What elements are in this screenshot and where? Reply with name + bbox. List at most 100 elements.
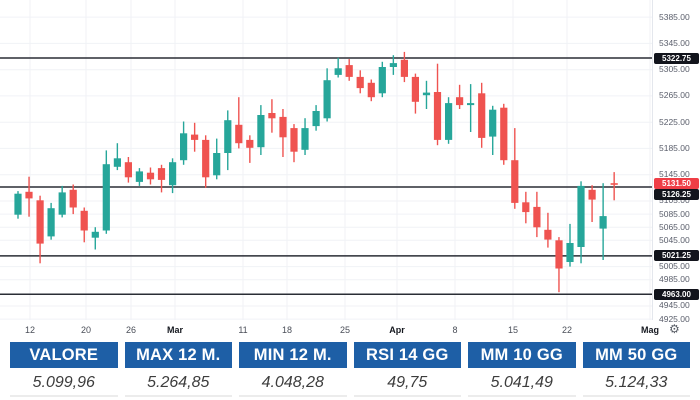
last-price-badge: 5131.50 xyxy=(654,178,699,190)
candle-body xyxy=(411,76,419,102)
candle-body xyxy=(456,97,464,106)
table-header-max12m: MAX 12 M. xyxy=(124,342,232,368)
candle-body xyxy=(47,208,55,237)
candle-body xyxy=(14,193,22,215)
candle-body xyxy=(367,82,375,98)
time-tick-label: 20 xyxy=(80,325,92,335)
candle-body xyxy=(169,162,177,186)
candle-body xyxy=(533,206,541,228)
price-tick-label: 5065.00 xyxy=(659,221,690,232)
time-tick-label: 22 xyxy=(561,325,573,335)
time-tick-label: 8 xyxy=(452,325,458,335)
time-tick-label: 12 xyxy=(24,325,36,335)
candle-body xyxy=(433,92,442,140)
candle-body xyxy=(58,192,66,215)
time-tick-label: 11 xyxy=(238,325,248,335)
price-level-badge: 5126.25 xyxy=(654,189,699,201)
table-value-max12m: 5.264,85 xyxy=(124,371,232,397)
price-tick-label: 4925.00 xyxy=(659,313,690,324)
candle-body xyxy=(500,107,508,161)
table-value-mm50gg: 5.124,33 xyxy=(582,371,690,397)
price-level-badge: 4963.00 xyxy=(654,288,699,300)
price-tick-label: 5005.00 xyxy=(659,261,690,272)
table-header-mm10gg: MM 10 GG xyxy=(468,342,576,368)
time-tick-label: 18 xyxy=(281,325,293,335)
table-value-min12m: 4.048,28 xyxy=(239,371,347,397)
stats-table: VALORE MAX 12 M. MIN 12 M. RSI 14 GG MM … xyxy=(0,342,700,400)
price-tick-label: 5225.00 xyxy=(659,116,690,127)
candle-body xyxy=(467,103,475,106)
settings-gear-icon[interactable]: ⚙ xyxy=(669,322,680,336)
candle-body xyxy=(422,92,431,96)
candle-body xyxy=(202,139,210,178)
candle-body xyxy=(389,63,397,67)
time-tick-label: Mar xyxy=(166,325,184,335)
candle-body xyxy=(577,185,585,247)
candle-body xyxy=(36,200,44,244)
candle-body xyxy=(323,80,331,119)
price-level-badge: 5021.25 xyxy=(654,250,699,262)
candle-body xyxy=(599,216,607,229)
price-tick-label: 5305.00 xyxy=(659,64,690,75)
time-tick-label: 26 xyxy=(125,325,137,335)
candle-body xyxy=(224,120,232,153)
table-header-rsi14gg: RSI 14 GG xyxy=(353,342,461,368)
price-tick-label: 5265.00 xyxy=(659,90,690,101)
candle-body xyxy=(268,113,276,119)
candle-body xyxy=(69,189,77,208)
time-tick-label: 25 xyxy=(339,325,351,335)
candle-body xyxy=(257,115,265,148)
price-tick-label: 5085.00 xyxy=(659,208,690,219)
price-tick-label: 5385.00 xyxy=(659,11,690,22)
candle-body xyxy=(25,191,33,199)
candle-body xyxy=(511,160,519,203)
candle-body xyxy=(400,59,408,77)
candle-body xyxy=(157,168,166,180)
price-axis[interactable]: 5385.00 5345.00 5305.00 5265.00 5225.00 5185.… xyxy=(652,0,700,324)
candle-body xyxy=(191,134,199,140)
table-header-valore: VALORE xyxy=(10,342,118,368)
price-tick-label: 5145.00 xyxy=(659,169,690,180)
price-tick-label: 5105.00 xyxy=(659,195,690,206)
candle-body xyxy=(102,164,110,231)
price-level-badge: 5322.75 xyxy=(654,52,699,64)
candle-body xyxy=(345,65,353,77)
candle-body xyxy=(356,76,364,89)
candle-body xyxy=(290,128,298,152)
candle-body xyxy=(124,162,132,178)
time-tick-label: Apr xyxy=(389,325,405,335)
candle-body xyxy=(610,183,618,185)
table-value-rsi14gg: 49,75 xyxy=(353,371,461,397)
table-value-mm10gg: 5.041,49 xyxy=(468,371,576,397)
candle-body xyxy=(478,93,486,138)
candle-body xyxy=(445,103,453,140)
candle-body xyxy=(146,172,155,180)
candle-body xyxy=(312,111,320,127)
candle-body xyxy=(334,68,342,75)
candle-body xyxy=(522,202,530,213)
candle-body xyxy=(544,229,552,240)
price-tick-label: 5045.00 xyxy=(659,234,690,245)
candle-body xyxy=(91,231,99,238)
candle-body xyxy=(113,158,121,167)
candle-body xyxy=(555,240,563,269)
candle-body xyxy=(135,171,143,182)
candle-body xyxy=(180,133,188,161)
candle-body xyxy=(378,67,386,94)
candle-body xyxy=(213,153,221,176)
chart-area[interactable]: 5385.00 5345.00 5305.00 5265.00 5225.00 5185.… xyxy=(0,0,700,340)
table-value-valore: 5.099,96 xyxy=(10,371,118,397)
candle-body xyxy=(279,116,287,138)
price-chart-canvas[interactable] xyxy=(0,0,652,320)
price-tick-label: 5185.00 xyxy=(659,142,690,153)
price-tick-label: 5345.00 xyxy=(659,37,690,48)
price-tick-label: 4945.00 xyxy=(659,300,690,311)
candle-body xyxy=(301,128,309,150)
time-tick-label: Mag xyxy=(641,325,659,335)
candle-body xyxy=(80,210,88,231)
time-axis[interactable]: 12 20 26 Mar 11 18 25 Apr 8 15 22 Mag xyxy=(0,320,700,340)
candle-body xyxy=(246,139,254,148)
candle-body xyxy=(566,243,574,262)
candle-body xyxy=(588,189,596,200)
